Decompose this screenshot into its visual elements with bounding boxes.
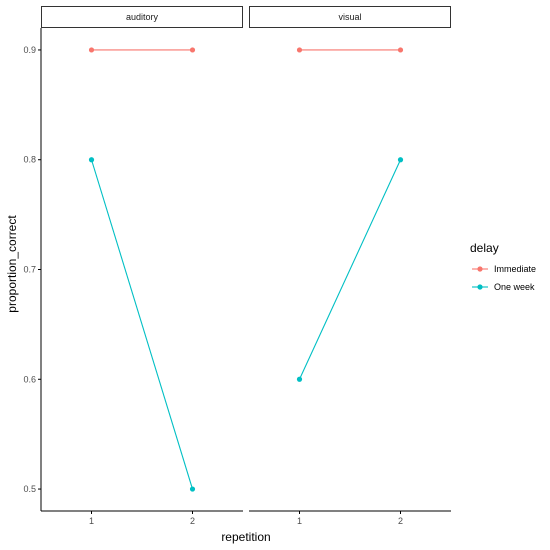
x-axis-title: repetition — [221, 530, 270, 544]
facet-strip-label-auditory: auditory — [126, 12, 159, 22]
y-tick-label: 0.9 — [23, 45, 36, 55]
y-tick-label: 0.8 — [23, 155, 36, 165]
series-line-one-week-visual — [299, 159, 401, 380]
x-tick-label: 1 — [89, 516, 94, 526]
data-point-one-week-auditory — [189, 486, 196, 492]
legend-label-immediate: Immediate — [494, 264, 536, 274]
data-point-immediate-visual — [296, 47, 303, 53]
data-point-immediate-auditory — [88, 47, 95, 53]
data-point-immediate-auditory — [189, 47, 196, 53]
y-tick-label: 0.6 — [23, 374, 36, 384]
legend-label-one-week: One week — [494, 282, 535, 292]
facet-strip-auditory — [41, 6, 243, 28]
x-tick-label: 1 — [297, 516, 302, 526]
y-tick-label: 0.5 — [23, 484, 36, 494]
series-line-one-week-auditory — [90, 159, 194, 490]
legend-title: delay — [470, 241, 499, 255]
y-axis-title: proportion_correct — [5, 215, 19, 313]
data-point-one-week-visual — [296, 376, 303, 382]
legend-key-point-one-week — [477, 284, 483, 290]
data-point-immediate-visual — [397, 47, 404, 53]
legend-key-point-immediate — [477, 266, 483, 272]
x-tick-label: 2 — [398, 516, 403, 526]
facet-strip-label-visual: visual — [338, 12, 361, 22]
data-point-one-week-visual — [397, 157, 404, 163]
facet-strip-visual — [249, 6, 451, 28]
x-tick-label: 2 — [190, 516, 195, 526]
y-tick-label: 0.7 — [23, 265, 36, 275]
data-point-one-week-auditory — [88, 157, 95, 163]
